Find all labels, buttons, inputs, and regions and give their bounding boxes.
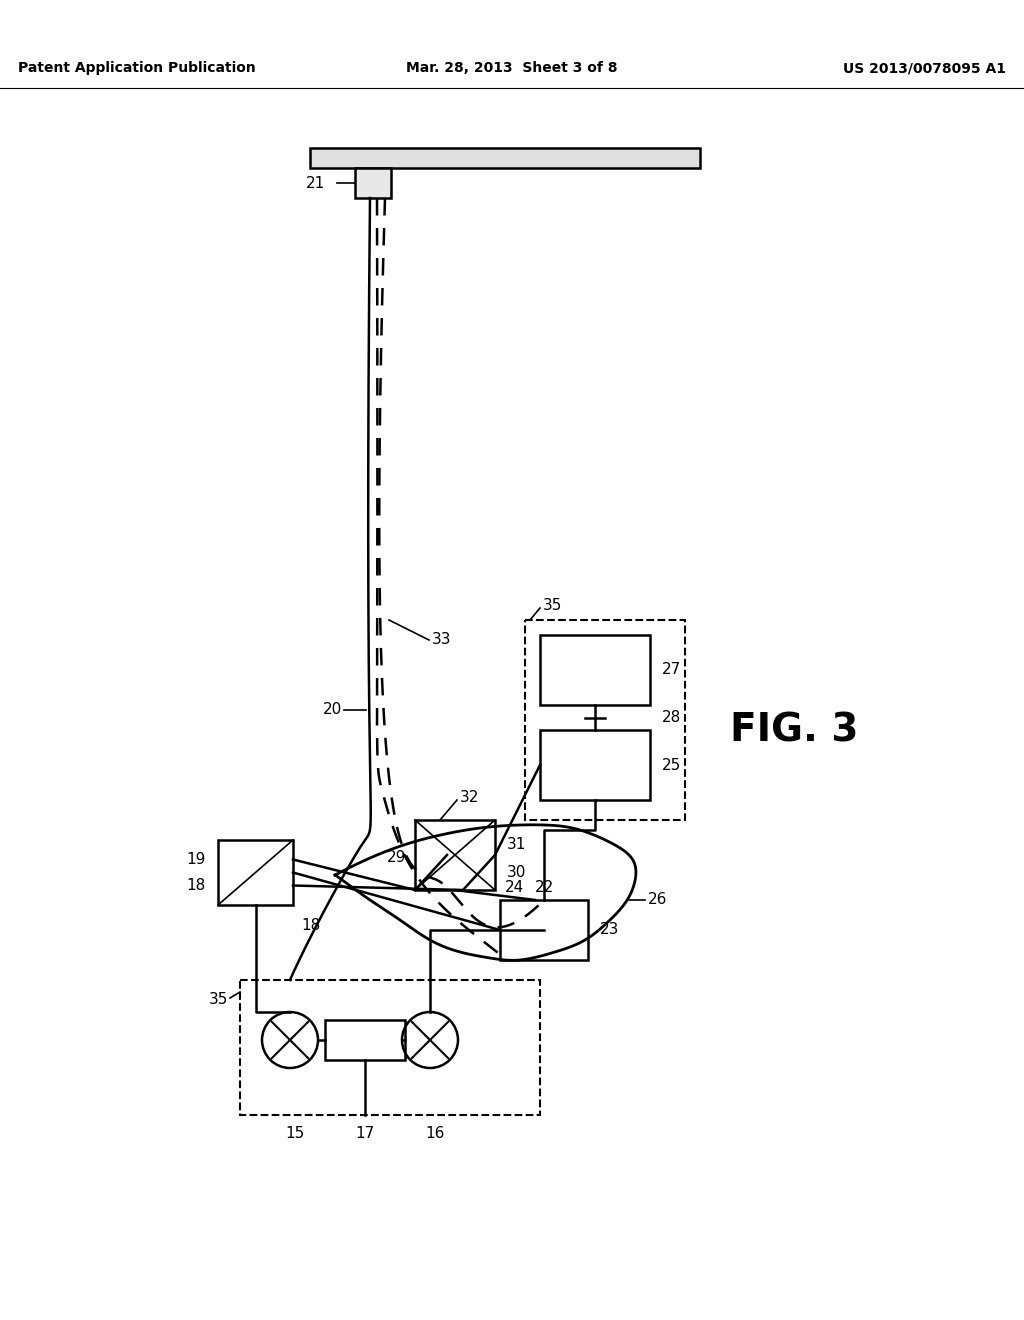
Text: 22: 22	[535, 880, 554, 895]
Text: 28: 28	[662, 710, 681, 725]
Text: 21: 21	[306, 176, 325, 190]
Text: 19: 19	[186, 851, 206, 867]
Text: US 2013/0078095 A1: US 2013/0078095 A1	[843, 61, 1006, 75]
Text: 30: 30	[507, 865, 526, 880]
Text: 31: 31	[507, 837, 526, 851]
Bar	[415, 820, 495, 890]
Text: 18: 18	[301, 917, 321, 932]
Text: 24: 24	[505, 880, 524, 895]
Bar	[325, 1020, 406, 1060]
Text: 29: 29	[387, 850, 407, 865]
Text: 35: 35	[543, 598, 562, 612]
Text: 16: 16	[425, 1126, 444, 1140]
Text: 25: 25	[662, 758, 681, 772]
Text: 27: 27	[662, 663, 681, 677]
Text: FIG. 3: FIG. 3	[730, 711, 858, 748]
Text: 17: 17	[355, 1126, 375, 1140]
Text: 33: 33	[432, 632, 452, 648]
Text: Mar. 28, 2013  Sheet 3 of 8: Mar. 28, 2013 Sheet 3 of 8	[407, 61, 617, 75]
Bar	[310, 148, 700, 168]
Bar	[500, 900, 588, 960]
Text: 20: 20	[323, 702, 342, 718]
Text: 35: 35	[209, 993, 228, 1007]
Bar	[525, 620, 685, 820]
Bar	[355, 168, 391, 198]
Bar	[218, 840, 293, 906]
Text: 32: 32	[460, 791, 479, 805]
Text: 23: 23	[600, 923, 620, 937]
Text: 15: 15	[285, 1126, 304, 1140]
Text: 26: 26	[648, 892, 668, 908]
Text: 18: 18	[186, 878, 206, 894]
Text: Patent Application Publication: Patent Application Publication	[18, 61, 256, 75]
Bar	[240, 979, 540, 1115]
Bar	[540, 730, 650, 800]
Bar	[540, 635, 650, 705]
